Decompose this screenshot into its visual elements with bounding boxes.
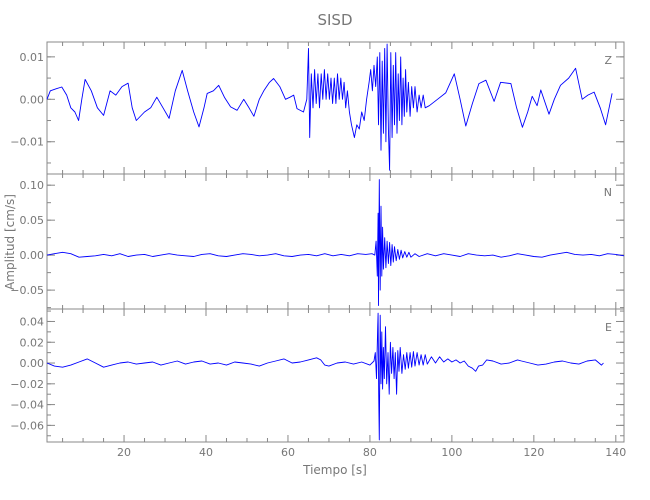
x-tick-label: 140 bbox=[605, 446, 626, 459]
y-tick-label: 0.00 bbox=[20, 93, 45, 106]
x-tick-label: 80 bbox=[363, 446, 377, 459]
panel-Z: 0.01 0.00 −0.01 Z bbox=[10, 41, 625, 175]
x-tick-label: 60 bbox=[281, 446, 295, 459]
y-tick-label: −0.06 bbox=[10, 419, 44, 432]
y-tick-label: 0.04 bbox=[20, 315, 45, 328]
y-tick-label: 0.01 bbox=[20, 51, 45, 64]
x-tick-label: 20 bbox=[117, 446, 131, 459]
component-label: Z bbox=[604, 54, 612, 67]
panel-frame bbox=[46, 41, 625, 175]
chart-title: SISD bbox=[317, 11, 352, 29]
y-tick-label: 0.00 bbox=[20, 249, 45, 262]
x-axis-label: Tiempo [s] bbox=[302, 463, 367, 477]
y-tick-label: 0.05 bbox=[20, 214, 45, 227]
x-tick-label: 120 bbox=[523, 446, 544, 459]
panel-frame bbox=[46, 308, 625, 443]
y-tick-label: −0.04 bbox=[10, 399, 44, 412]
panel-frame bbox=[46, 173, 625, 310]
component-label: E bbox=[605, 321, 612, 334]
y-tick-label: −0.05 bbox=[10, 284, 44, 297]
component-label: N bbox=[604, 186, 612, 199]
y-tick-label: −0.01 bbox=[10, 136, 44, 149]
y-tick-label: −0.02 bbox=[10, 378, 44, 391]
panel-E: 0.04 0.02 0.00 −0.02 −0.04 −0.06 E bbox=[10, 308, 625, 443]
trace-E bbox=[46, 312, 604, 441]
trace-Z bbox=[46, 43, 613, 171]
y-tick-label: 0.10 bbox=[20, 179, 45, 192]
panel-N: 0.10 0.05 0.00 −0.05 N bbox=[10, 173, 625, 310]
trace-N bbox=[46, 179, 625, 306]
x-tick-label: 40 bbox=[199, 446, 213, 459]
x-tick-label: 100 bbox=[441, 446, 462, 459]
y-tick-label: 0.00 bbox=[20, 357, 45, 370]
y-axis-label: Amplitud [cm/s] bbox=[3, 194, 17, 290]
y-tick-label: 0.02 bbox=[20, 336, 45, 349]
